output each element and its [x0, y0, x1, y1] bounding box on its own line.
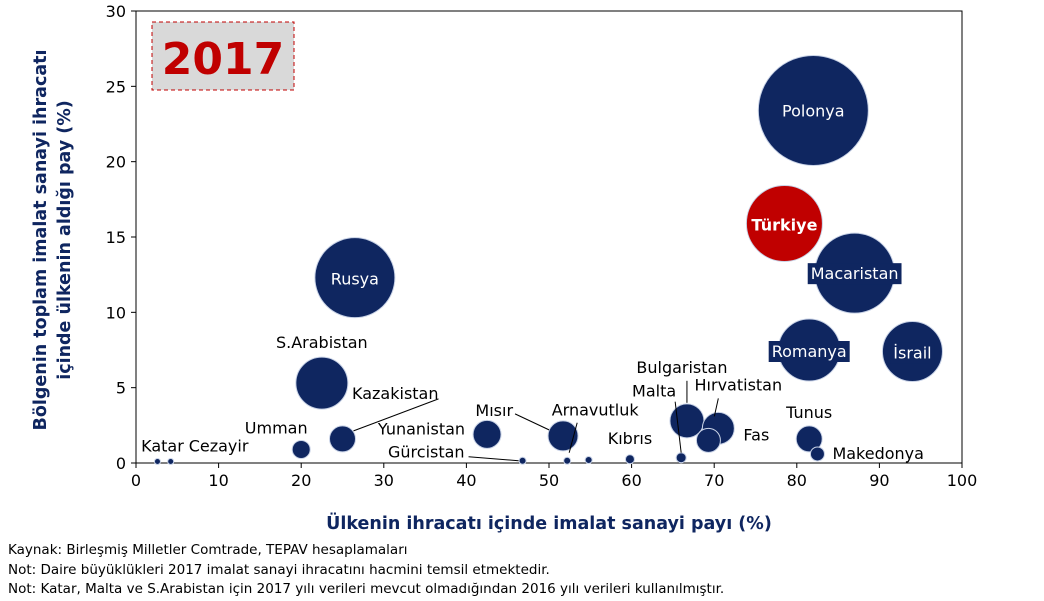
bubble-label-s-arabistan: S.Arabistan — [276, 333, 368, 352]
bubble-label-polonya: Polonya — [782, 101, 845, 120]
x-tick-label: 40 — [456, 471, 476, 490]
bubble-fas — [695, 427, 721, 453]
label-box-israil — [890, 342, 935, 364]
label-box-macaristan — [807, 263, 902, 285]
bubble-labels: Polonya Türkiye Macaristan Rusya Romanya İsra… — [141, 101, 935, 463]
x-tick-label: 90 — [869, 471, 889, 490]
bubble-label-hirvatistan: Hırvatistan — [695, 375, 783, 394]
leader-line-misir — [514, 413, 550, 431]
bubble-label-turkiye: Türkiye — [751, 215, 817, 234]
x-tick-label: 20 — [291, 471, 311, 490]
y-tick-label: 25 — [106, 77, 126, 96]
year-badge-text: 2017 — [162, 34, 284, 85]
year-badge: 2017 — [151, 21, 295, 91]
bubble-chart: 0 10 20 30 40 50 60 70 80 90 100 0 5 10 15 20 25 30 Polon… — [31, 2, 978, 534]
x-tick-label: 50 — [539, 471, 559, 490]
x-tick-label: 100 — [947, 471, 978, 490]
x-tick-label: 70 — [704, 471, 724, 490]
bubble-tunus — [795, 425, 823, 453]
leader-line-kazakistan — [353, 398, 439, 432]
bubble-arnavutluk — [563, 456, 572, 465]
y-tick-label: 0 — [116, 454, 126, 473]
bubble-turkiye — [745, 184, 823, 262]
bubble-label-kazakistan: Kazakistan — [352, 384, 438, 403]
bubble-kazakistan — [329, 425, 356, 453]
leader-line-arnavutluk — [568, 422, 578, 453]
y-axis-title-line-2: içinde ülkenin aldığı pay (%) — [55, 100, 75, 380]
bubble-label-umman: Umman — [245, 418, 308, 437]
bubble-label-cezayir: Cezayir — [189, 436, 249, 455]
bubble-label-katar: Katar — [141, 436, 184, 455]
axis-ticks: 0 10 20 30 40 50 60 70 80 90 100 0 5 10 15 20 25 30 — [106, 2, 978, 490]
bubble-cezayir — [167, 457, 175, 465]
x-tick-label: 0 — [131, 471, 141, 490]
bubble-polonya — [757, 54, 869, 166]
x-axis-title: Ülkenin ihracatı içinde imalat sanayi pa… — [326, 512, 772, 534]
y-tick-label: 15 — [106, 228, 126, 247]
leader-line-hirvatistan — [713, 398, 719, 417]
x-tick-label: 80 — [787, 471, 807, 490]
bubble-yunanistan — [472, 419, 502, 449]
bubble-label-kibris: Kıbrıs — [608, 429, 652, 448]
bubble-kibris — [624, 454, 635, 465]
bubble-malta — [675, 452, 687, 464]
bubble-label-rusya: Rusya — [331, 270, 379, 289]
bubble-label-bulgaristan: Bulgaristan — [636, 358, 727, 377]
bubble-misir — [547, 420, 579, 452]
bubble-label-fas: Fas — [743, 425, 769, 444]
bubble-label-romanya: Romanya — [772, 342, 847, 361]
bubbles — [153, 54, 943, 465]
bubble-katar — [153, 457, 161, 465]
bubble-makedonya — [809, 446, 825, 462]
x-tick-label: 10 — [208, 471, 228, 490]
bubble-label-yunanistan: Yunanistan — [377, 419, 465, 438]
bubble-label-malta: Malta — [632, 382, 676, 401]
bubble-gurcistan — [518, 456, 527, 465]
source-note: Kaynak: Birleşmiş Milletler Comtrade, TE… — [8, 542, 408, 558]
bubble-unlabeled — [584, 455, 593, 464]
bubble-label-macaristan: Macaristan — [811, 264, 899, 283]
y-tick-label: 10 — [106, 303, 126, 322]
bubble-label-gurcistan: Gürcistan — [388, 443, 465, 462]
bubble-label-israil: İsrail — [893, 344, 931, 363]
bubble-s-arabistan — [295, 356, 349, 410]
leader-line-gurcistan — [468, 456, 519, 462]
leader-line-malta — [674, 401, 682, 453]
bubble-label-makedonya: Makedonya — [832, 444, 924, 463]
bubble-umman — [291, 439, 311, 459]
y-tick-label: 5 — [116, 379, 126, 398]
x-tick-label: 60 — [621, 471, 641, 490]
bubble-label-arnavutluk: Arnavutluk — [552, 401, 640, 420]
y-tick-label: 20 — [106, 153, 126, 172]
bubble-rusya — [314, 237, 396, 319]
label-box-romanya — [768, 341, 850, 362]
bubble-label-tunus: Tunus — [785, 403, 832, 422]
bubble-size-note: Not: Daire büyüklükleri 2017 imalat sana… — [8, 562, 550, 578]
data-year-note: Not: Katar, Malta ve S.Arabistan için 20… — [8, 581, 725, 597]
x-tick-label: 30 — [374, 471, 394, 490]
bubble-label-misir: Mısır — [475, 401, 513, 420]
leader-lines — [353, 380, 719, 462]
y-tick-label: 30 — [106, 2, 126, 21]
y-axis-title-line-1: Bölgenin toplam imalat sanayi ihracatı — [31, 49, 51, 430]
